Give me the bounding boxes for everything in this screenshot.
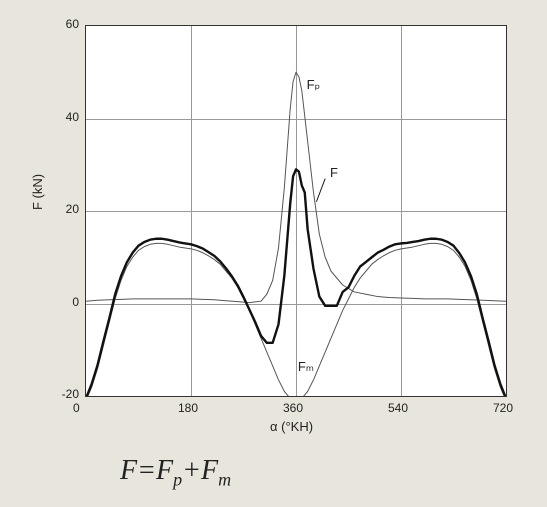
ytick-label: 0 xyxy=(72,295,79,309)
formula: F=Fp+Fm xyxy=(120,455,231,491)
plot-area xyxy=(85,25,507,397)
formula-Fp-sub: p xyxy=(173,470,182,490)
ytick-label: 20 xyxy=(66,202,79,216)
xtick-label: 360 xyxy=(283,401,303,415)
series-svg xyxy=(86,26,506,396)
chart: 0180360540720-200204060α (°KH)F (kN)FₚFₘ… xyxy=(20,10,527,440)
formula-Fm-sub: m xyxy=(218,470,231,490)
xtick-label: 720 xyxy=(493,401,513,415)
series-F xyxy=(86,169,506,396)
series-label-Fm: Fₘ xyxy=(298,359,314,375)
series-label-Fp: Fₚ xyxy=(307,77,321,93)
page: 0180360540720-200204060α (°KH)F (kN)FₚFₘ… xyxy=(0,0,547,507)
formula-eq: = xyxy=(137,455,156,486)
label-leader-line xyxy=(316,179,325,202)
xtick-label: 0 xyxy=(73,401,80,415)
ytick-label: -20 xyxy=(62,387,79,401)
ytick-label: 60 xyxy=(66,17,79,31)
xtick-label: 180 xyxy=(178,401,198,415)
formula-plus: + xyxy=(182,455,201,486)
series-Fp xyxy=(86,72,506,302)
series-Fm xyxy=(86,243,506,396)
ytick-label: 40 xyxy=(66,110,79,124)
series-label-F: F xyxy=(330,165,338,180)
formula-Fm-F: F xyxy=(201,455,218,486)
y-axis-label: F (kN) xyxy=(30,174,45,210)
formula-Fp-F: F xyxy=(156,455,173,486)
x-axis-label: α (°KH) xyxy=(270,419,313,434)
formula-F: F xyxy=(120,455,137,486)
xtick-label: 540 xyxy=(388,401,408,415)
